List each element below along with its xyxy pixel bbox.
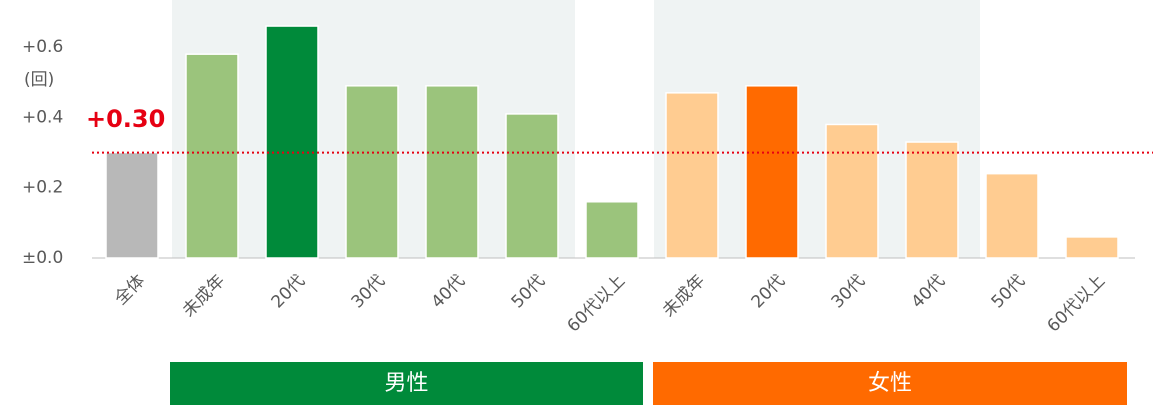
bar	[105, 151, 159, 259]
bar	[745, 85, 799, 259]
bar	[665, 92, 719, 259]
y-tick-label: +0.6	[22, 37, 63, 57]
bar	[1065, 236, 1119, 259]
bar	[825, 123, 879, 259]
x-tick-label: 40代	[908, 271, 949, 312]
x-tick-label: 40代	[428, 271, 469, 312]
y-tick-label: ±0.0	[22, 248, 63, 268]
x-tick-label: 20代	[748, 271, 789, 312]
x-tick-label: 全体	[111, 271, 149, 309]
y-tick-label: +0.2	[22, 178, 63, 198]
bar	[345, 85, 399, 259]
x-tick-label: 30代	[828, 271, 869, 312]
bar	[425, 85, 479, 259]
bar	[505, 113, 559, 259]
group-box	[653, 362, 1127, 405]
group-label: 男性	[384, 371, 428, 396]
x-tick-label: 未成年	[659, 271, 709, 321]
group-label: 女性	[868, 371, 912, 396]
bar	[985, 172, 1039, 259]
bar	[905, 141, 959, 259]
bar	[585, 201, 639, 259]
group-box	[170, 362, 643, 405]
bar	[185, 53, 239, 259]
reference-label: +0.30	[86, 105, 165, 133]
x-tick-label: 20代	[268, 271, 309, 312]
x-tick-label: 未成年	[179, 271, 229, 321]
x-tick-label: 50代	[508, 271, 549, 312]
x-tick-label: 60代以上	[564, 271, 630, 337]
y-tick-label: +0.4	[22, 107, 63, 127]
x-tick-label: 30代	[348, 271, 389, 312]
x-tick-label: 60代以上	[1044, 271, 1110, 337]
x-tick-label: 50代	[988, 271, 1029, 312]
y-unit: (回)	[24, 70, 54, 90]
bar	[265, 25, 319, 259]
